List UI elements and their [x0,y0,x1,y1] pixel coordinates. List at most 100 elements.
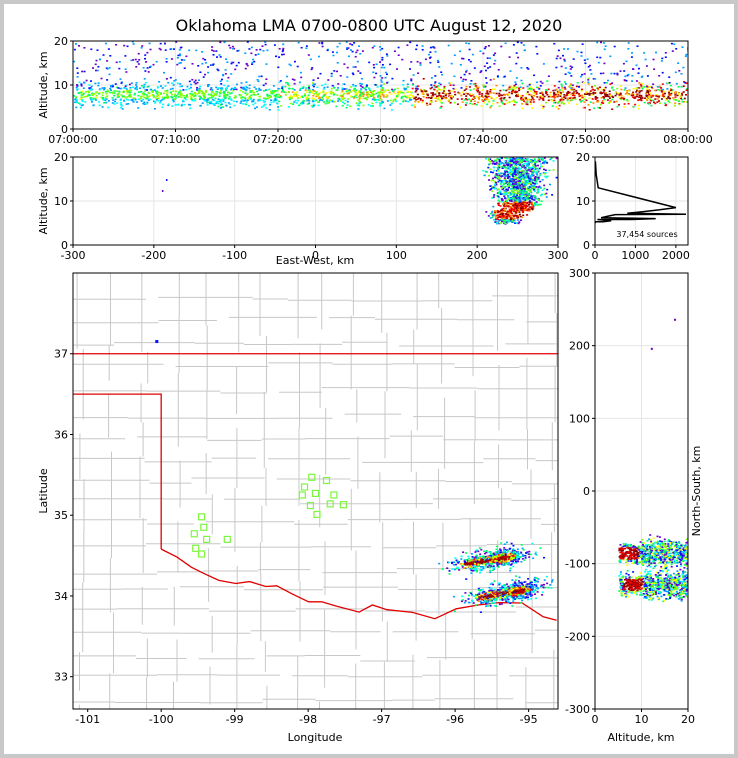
source-point [533,179,536,181]
source-point [505,541,508,544]
source-point [511,550,514,552]
source-point [432,46,435,48]
source-point [521,216,524,219]
source-point [497,192,500,195]
source-point [638,94,641,97]
source-point [521,203,524,205]
source-point [508,196,511,199]
source-point [518,196,521,198]
source-point [226,61,229,63]
source-point [297,97,300,99]
source-point [171,93,174,96]
source-point [457,562,460,564]
source-point [397,93,400,96]
source-point [580,97,583,100]
source-point [109,55,112,57]
source-point [477,101,479,104]
source-point [506,211,509,213]
source-point [538,199,541,202]
source-point [518,211,521,213]
source-point [119,78,122,80]
source-point [596,87,599,90]
source-point [497,550,500,552]
source-point [532,196,535,199]
source-point [369,94,372,96]
source-point [524,205,527,208]
source-point [499,205,502,207]
source-point [199,71,202,73]
source-point [635,64,638,67]
source-point [559,92,562,95]
source-point [176,57,179,59]
county-line [76,273,85,709]
source-point [485,559,488,562]
source-point [462,91,464,93]
source-point [288,87,291,90]
source-point [499,548,502,550]
source-point [664,52,667,54]
source-point [160,85,162,87]
source-point [588,92,591,95]
source-point [533,161,536,164]
source-point [336,89,339,91]
source-point [258,89,261,91]
source-point [630,94,633,97]
source-point [496,75,499,77]
source-point [76,72,79,74]
station-marker [322,476,331,485]
source-point [471,98,474,100]
source-point [513,554,516,557]
source-point [121,108,124,110]
source-point [560,65,563,68]
source-point [120,82,123,84]
source-point [216,88,219,90]
source-point [407,100,409,103]
source-point [506,161,509,164]
source-point [130,95,132,98]
source-point [603,97,605,99]
source-point [608,90,611,93]
source-point [503,192,506,194]
source-point [309,58,312,61]
source-point [237,49,240,52]
source-point [193,81,196,83]
source-point [557,102,559,104]
station-marker [198,513,206,521]
source-point [571,94,574,96]
source-point [517,198,520,200]
source-point [379,91,382,93]
source-point [532,89,535,91]
source-point [179,91,182,93]
source-point [489,89,492,91]
source-point [297,94,300,97]
source-point [656,95,659,98]
source-point [684,55,687,58]
source-point [114,98,117,101]
source-point [536,198,539,200]
source-point [330,87,333,90]
source-point [590,93,593,95]
source-point [559,99,562,102]
source-point [573,96,576,99]
source-point [496,158,498,161]
source-point [505,201,508,204]
source-point [452,87,455,90]
source-point [309,90,312,92]
source-point [395,95,398,98]
source-point [533,177,536,179]
source-point [536,53,539,55]
source-point [547,75,550,77]
source-point [434,100,437,102]
source-point [253,86,256,89]
source-point [379,95,382,97]
source-point [116,86,119,89]
source-point [228,44,231,47]
source-point [541,159,544,161]
source-point [212,94,215,97]
source-point [528,190,531,193]
county-line [73,295,558,302]
source-point [632,94,635,97]
x-tick-label: -200 [141,249,166,262]
source-point [486,92,489,95]
source-point [360,88,363,90]
